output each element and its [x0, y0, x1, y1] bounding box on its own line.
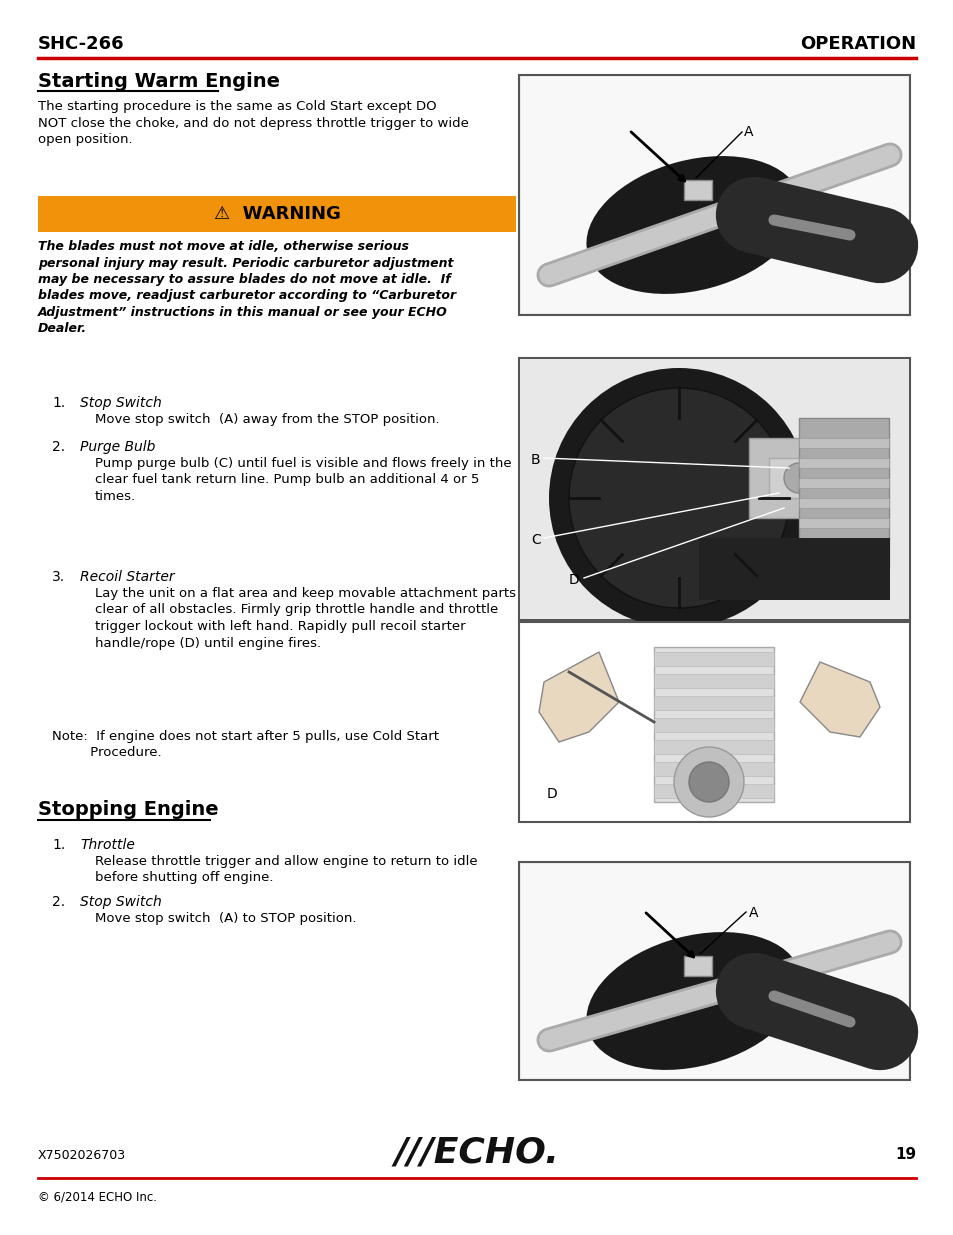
Text: D: D: [546, 787, 558, 802]
Bar: [654, 784, 773, 798]
Bar: [799, 517, 888, 529]
Bar: [799, 417, 888, 568]
Bar: [654, 697, 773, 710]
Text: ///ECHO.: ///ECHO.: [395, 1136, 558, 1170]
Text: 3.: 3.: [52, 571, 65, 584]
Text: B: B: [531, 453, 540, 467]
Ellipse shape: [586, 156, 801, 294]
Bar: [654, 652, 773, 666]
Bar: [518, 622, 909, 823]
Text: A: A: [743, 125, 753, 140]
Bar: [799, 458, 888, 468]
Polygon shape: [800, 662, 879, 737]
Text: Pump purge bulb (C) until fuel is visible and flows freely in the
clear fuel tan: Pump purge bulb (C) until fuel is visibl…: [95, 457, 511, 503]
Text: Move stop switch  (A) to STOP position.: Move stop switch (A) to STOP position.: [95, 911, 356, 925]
Text: The starting procedure is the same as Cold Start except DO
NOT close the choke, : The starting procedure is the same as Co…: [38, 100, 468, 146]
Text: Move stop switch  (A) away from the STOP position.: Move stop switch (A) away from the STOP …: [95, 412, 439, 426]
Bar: [654, 762, 773, 776]
Circle shape: [688, 762, 728, 802]
Bar: [518, 358, 909, 620]
Text: Recoil Starter: Recoil Starter: [80, 571, 174, 584]
Text: 2.: 2.: [52, 895, 65, 909]
Text: Throttle: Throttle: [80, 839, 134, 852]
Text: Release throttle trigger and allow engine to return to idle
before shutting off : Release throttle trigger and allow engin…: [95, 855, 477, 884]
Circle shape: [673, 747, 743, 818]
Text: X7502026703: X7502026703: [38, 1149, 126, 1162]
Bar: [799, 498, 888, 508]
Bar: [654, 674, 773, 688]
Bar: [748, 438, 848, 517]
Text: 1.: 1.: [52, 396, 65, 410]
Bar: [799, 478, 888, 488]
Text: D: D: [568, 573, 579, 587]
Text: 1.: 1.: [52, 839, 65, 852]
Text: Stopping Engine: Stopping Engine: [38, 800, 218, 819]
Bar: [654, 740, 773, 755]
Polygon shape: [538, 652, 618, 742]
Bar: [520, 77, 907, 312]
Text: 19: 19: [894, 1147, 915, 1162]
Bar: [518, 75, 909, 315]
Circle shape: [783, 463, 813, 493]
Ellipse shape: [586, 932, 801, 1070]
Text: The blades must not move at idle, otherwise serious
personal injury may result. : The blades must not move at idle, otherw…: [38, 240, 456, 336]
Text: Purge Bulb: Purge Bulb: [80, 440, 155, 454]
Circle shape: [548, 368, 808, 629]
Text: A: A: [748, 906, 758, 920]
Bar: [520, 864, 907, 1078]
Bar: [683, 180, 711, 200]
Bar: [683, 956, 711, 976]
Text: SHC-266: SHC-266: [38, 35, 125, 53]
Bar: [799, 438, 888, 448]
Text: Starting Warm Engine: Starting Warm Engine: [38, 72, 280, 91]
Text: C: C: [531, 534, 540, 547]
Text: © 6/2014 ECHO Inc.: © 6/2014 ECHO Inc.: [38, 1191, 157, 1203]
Bar: [699, 538, 889, 600]
Bar: [654, 647, 773, 802]
Text: 2.: 2.: [52, 440, 65, 454]
Bar: [799, 538, 888, 548]
Text: Lay the unit on a flat area and keep movable attachment parts
clear of all obsta: Lay the unit on a flat area and keep mov…: [95, 587, 516, 650]
Bar: [768, 458, 828, 498]
Circle shape: [568, 388, 788, 608]
Bar: [518, 862, 909, 1079]
Text: Stop Switch: Stop Switch: [80, 895, 162, 909]
Text: OPERATION: OPERATION: [799, 35, 915, 53]
Text: ⚠  WARNING: ⚠ WARNING: [213, 205, 340, 224]
Bar: [520, 359, 907, 618]
Text: Stop Switch: Stop Switch: [80, 396, 162, 410]
Text: Note:  If engine does not start after 5 pulls, use Cold Start
         Procedure: Note: If engine does not start after 5 p…: [52, 730, 438, 760]
Bar: [38, 196, 516, 232]
Bar: [654, 718, 773, 732]
